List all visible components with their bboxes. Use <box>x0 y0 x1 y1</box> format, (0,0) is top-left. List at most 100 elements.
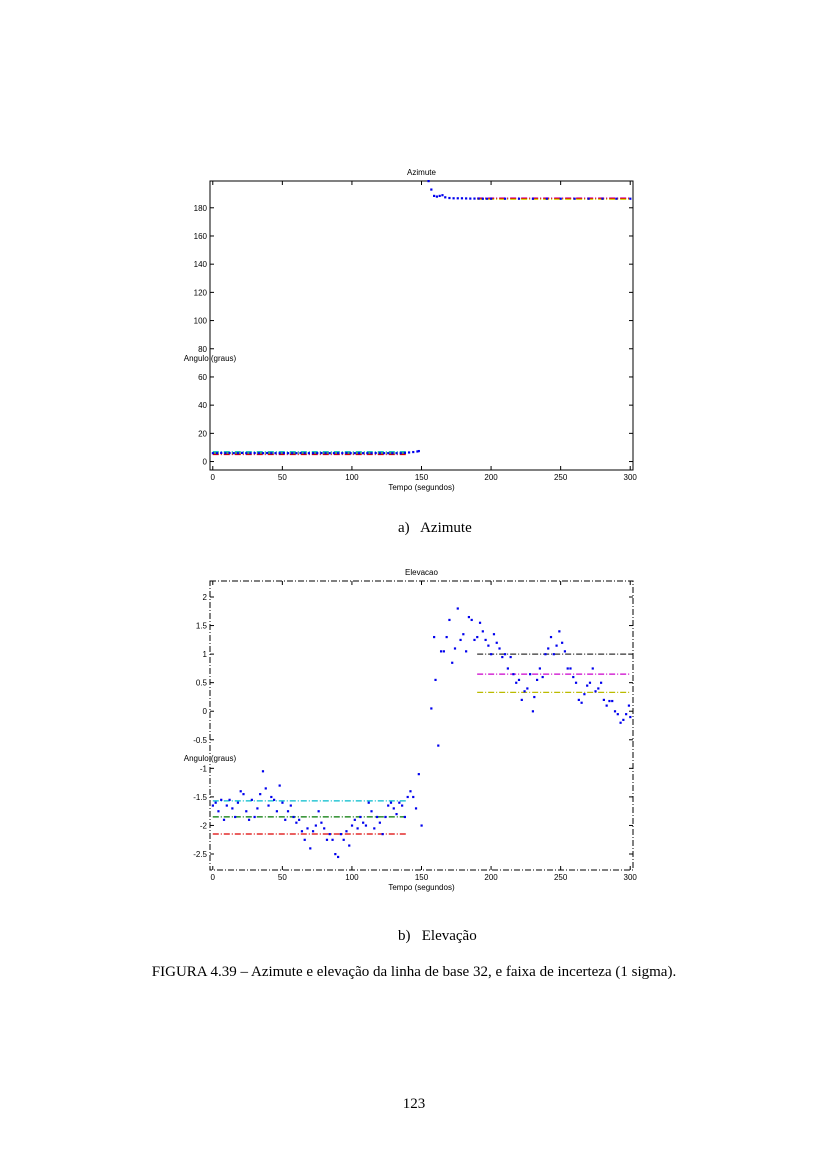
figure-caption: FIGURA 4.39 – Azimute e elevação da linh… <box>151 964 677 980</box>
y-tick-label: -1.5 <box>193 793 207 802</box>
data-point <box>231 807 234 810</box>
data-point <box>387 804 390 807</box>
data-point <box>555 644 558 647</box>
data-point <box>253 451 256 455</box>
data-point <box>401 804 404 807</box>
data-point <box>498 647 501 650</box>
data-point <box>364 824 368 827</box>
data-point <box>261 452 265 455</box>
data-point <box>477 197 480 200</box>
data-point <box>282 451 285 455</box>
data-point <box>339 833 342 836</box>
x-axis-label: Tempo (segundos) <box>388 883 455 892</box>
data-point <box>341 452 344 455</box>
data-point <box>291 452 294 455</box>
y-tick-label: 2 <box>203 593 208 602</box>
data-point <box>362 452 365 455</box>
data-point <box>211 452 214 455</box>
y-tick-label: 0.5 <box>196 679 208 688</box>
x-tick-label: 150 <box>415 873 429 882</box>
data-point <box>442 650 445 653</box>
data-point <box>538 667 541 670</box>
data-point <box>456 607 459 610</box>
data-point <box>558 630 561 633</box>
data-point <box>247 818 251 821</box>
data-point <box>501 655 504 659</box>
data-point <box>459 638 462 642</box>
data-point <box>381 833 384 836</box>
x-tick-label: 300 <box>624 873 638 882</box>
data-point <box>266 451 269 455</box>
data-point <box>559 197 562 200</box>
data-point <box>337 855 340 859</box>
x-axis-label: Tempo (segundos) <box>388 483 455 492</box>
data-point <box>274 452 277 455</box>
data-point <box>350 824 354 827</box>
data-point <box>622 718 625 721</box>
data-point <box>535 678 539 682</box>
data-point <box>481 197 484 200</box>
data-point <box>236 452 240 455</box>
data-point <box>417 773 420 776</box>
data-point <box>512 673 515 676</box>
data-point <box>569 667 572 670</box>
data-point <box>267 804 270 807</box>
data-point <box>334 853 337 856</box>
y-tick-label: -2 <box>200 821 208 830</box>
data-point <box>220 798 223 801</box>
elevation-chart: Elevacao Tempo (segundos) Angulo (graus) 0 5… <box>184 568 638 892</box>
data-point <box>311 452 315 455</box>
data-point <box>438 194 441 198</box>
data-point <box>367 801 370 804</box>
data-point <box>481 630 484 633</box>
data-point <box>378 452 381 455</box>
y-tick-label: -2.5 <box>193 850 207 859</box>
data-point <box>629 715 632 719</box>
data-point <box>605 704 608 707</box>
x-tick-label: 0 <box>211 873 216 882</box>
data-point <box>356 827 359 830</box>
data-point <box>241 451 244 455</box>
page-number: 123 <box>402 1096 426 1112</box>
data-point <box>427 180 430 183</box>
x-tick-label: 250 <box>554 473 568 482</box>
data-point <box>303 838 306 841</box>
data-point <box>517 678 521 682</box>
data-point <box>273 798 276 801</box>
data-point <box>317 810 320 813</box>
y-tick-label: 0 <box>203 458 208 467</box>
data-point <box>435 195 439 198</box>
azimuth-chart: Azimute Tempo (segundos) Angulo (graus) 0 50… <box>184 168 638 492</box>
data-point <box>594 690 597 693</box>
data-point <box>465 197 468 200</box>
data-point <box>370 452 373 455</box>
data-point <box>345 451 348 455</box>
data-point <box>430 707 433 710</box>
data-point <box>278 784 281 787</box>
data-point <box>320 451 323 455</box>
data-point <box>289 804 292 807</box>
data-point <box>232 452 235 455</box>
data-point <box>309 847 312 850</box>
data-point <box>391 452 394 455</box>
data-point <box>220 451 223 455</box>
plot-frame <box>209 180 634 471</box>
data-point <box>295 821 298 824</box>
data-point <box>433 635 436 639</box>
data-point <box>373 827 376 830</box>
x-tick-label: 50 <box>278 873 287 882</box>
data-point <box>225 804 228 807</box>
data-point <box>541 675 544 679</box>
data-point <box>387 452 390 455</box>
data-point <box>298 818 301 821</box>
x-tick-label: 250 <box>554 873 568 882</box>
data-point <box>533 695 536 699</box>
data-point <box>629 197 632 200</box>
data-point <box>295 452 298 455</box>
data-point <box>495 641 498 644</box>
data-point <box>453 647 457 650</box>
data-point <box>608 699 611 703</box>
data-point <box>259 793 262 796</box>
data-point <box>602 698 605 701</box>
data-point <box>224 452 227 455</box>
